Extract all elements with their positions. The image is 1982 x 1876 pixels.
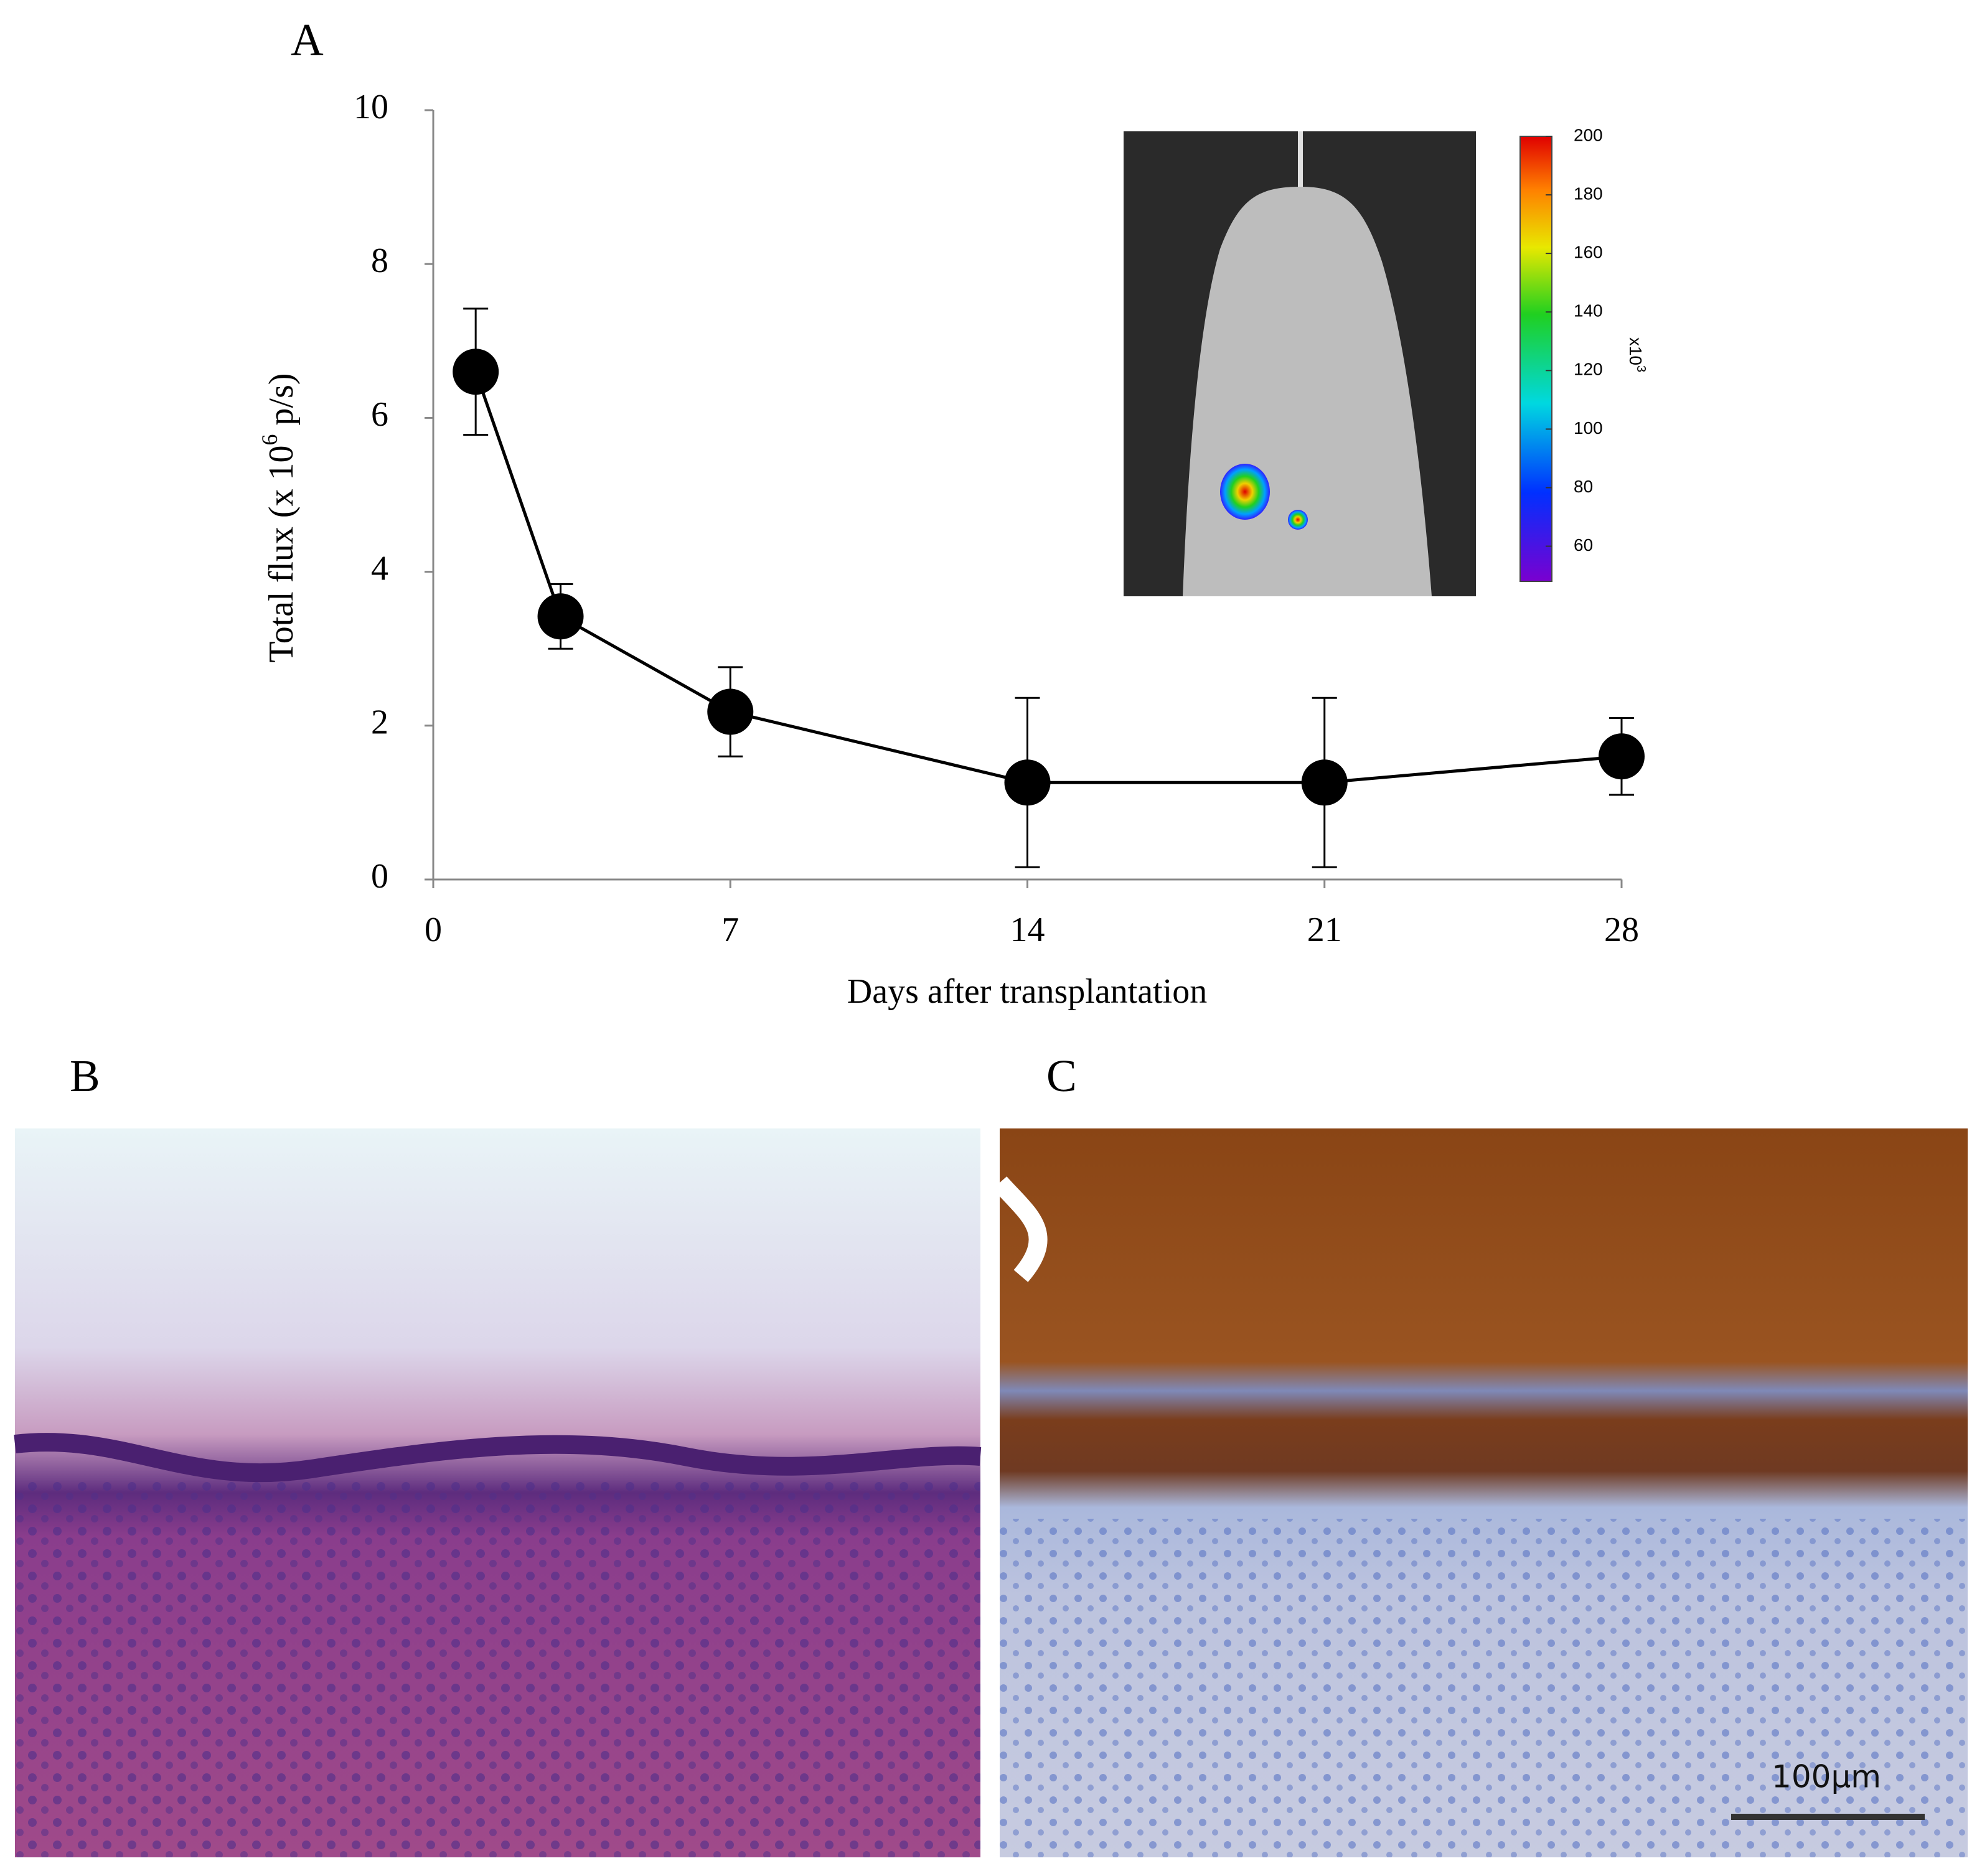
point — [537, 593, 584, 640]
colorbar-tick-label: 60 — [1574, 535, 1593, 555]
x-tick-label: 14 — [1010, 911, 1045, 949]
panel-label: A — [291, 14, 324, 65]
line — [474, 371, 1622, 784]
scale-bar-label: 100μm — [1772, 1759, 1881, 1795]
y-label-sup: 6 — [257, 434, 282, 445]
point — [707, 688, 754, 735]
colorbar-tick-label: 200 — [1574, 125, 1603, 144]
y-label-start: Total flux (x 10 — [262, 445, 301, 662]
y-label-end: p/s) — [262, 373, 301, 434]
y-tick-label: 8 — [371, 242, 388, 280]
point — [1301, 759, 1348, 806]
x-tick-label: 28 — [1604, 911, 1639, 949]
x-axis-label: Days after transplantation — [847, 972, 1207, 1011]
x-tick-label: 21 — [1307, 911, 1342, 949]
colorbar-unit: x103 — [1626, 337, 1648, 372]
colorbar-tick-label: 80 — [1574, 477, 1593, 496]
point — [453, 349, 499, 395]
y-tick-label: 4 — [371, 549, 388, 588]
x-tick-label: 7 — [721, 911, 739, 949]
colorbar-tick-label: 180 — [1574, 184, 1603, 203]
colorbar-tick-label: 100 — [1574, 418, 1603, 438]
y-axis-label: Total flux (x 106 p/s) — [257, 373, 301, 662]
colorbar-tick-label: 160 — [1574, 243, 1603, 262]
colorbar-tick-label: 120 — [1574, 360, 1603, 379]
panel-label: C — [1046, 1051, 1077, 1101]
x-tick-label: 0 — [425, 911, 442, 949]
y-tick-label: 0 — [371, 857, 388, 896]
histology-c — [992, 1128, 1968, 1857]
y-tick-label: 6 — [371, 395, 388, 434]
inset-photo — [1124, 131, 1476, 596]
histology-b — [14, 1128, 982, 1857]
colorbar — [1519, 136, 1552, 582]
y-tick-label: 2 — [371, 703, 388, 742]
panel-label: B — [70, 1051, 100, 1101]
colorbar-unit-base: x10 — [1626, 337, 1645, 365]
point — [1599, 733, 1645, 780]
colorbar-unit-exp: 3 — [1634, 365, 1648, 372]
point — [1004, 759, 1051, 806]
y-tick-label: 10 — [354, 88, 388, 126]
colorbar-tick-label: 140 — [1574, 301, 1603, 321]
